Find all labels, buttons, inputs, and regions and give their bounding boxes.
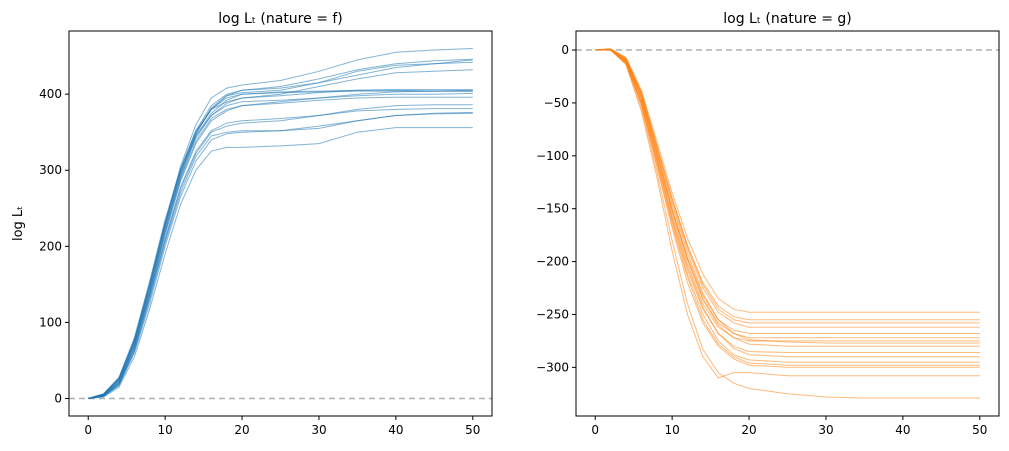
x-tick-label: 20 — [234, 423, 249, 437]
series-line-run-9 — [88, 69, 473, 399]
y-tick-label: 300 — [39, 163, 62, 177]
left-chart-panel: 0 10 20 30 40 50 0 100 200 300 400 log Lₜ (nature =… — [11, 11, 493, 437]
series-line-run-5 — [595, 49, 980, 379]
series-line-run-7 — [595, 49, 980, 358]
y-tick-label: −300 — [536, 360, 569, 374]
series-line-run-1 — [88, 59, 473, 399]
series-line-run-3 — [595, 49, 980, 363]
y-tick-label: −150 — [536, 202, 569, 216]
y-tick-label: 0 — [561, 43, 569, 57]
series-line-run-16 — [88, 58, 473, 399]
series-line-run-11 — [595, 48, 980, 334]
x-tick-label: 50 — [465, 423, 480, 437]
chart-title: log Lₜ (nature = g) — [723, 11, 852, 27]
series-line-run-5 — [88, 127, 473, 399]
series-line-run-8 — [88, 104, 473, 399]
series-line-run-4 — [88, 48, 473, 399]
x-tick-label: 40 — [895, 423, 910, 437]
y-tick-label: 200 — [39, 239, 62, 253]
x-tick-label: 30 — [818, 423, 833, 437]
series-line-run-2 — [595, 48, 980, 339]
x-tick-label: 20 — [741, 423, 756, 437]
y-tick-label: −50 — [544, 96, 569, 110]
x-tick-label: 0 — [84, 423, 92, 437]
axes-frame — [68, 30, 493, 417]
series-line-run-16 — [595, 49, 980, 366]
y-tick-label: 0 — [54, 392, 62, 406]
series-line-run-4 — [595, 48, 980, 313]
series-line-run-6 — [595, 48, 980, 344]
x-tick-label: 40 — [388, 423, 403, 437]
series-line-run-10 — [88, 96, 473, 399]
x-tick-label: 30 — [311, 423, 326, 437]
chart-title: log Lₜ (nature = f) — [218, 11, 343, 27]
axes-frame — [575, 30, 1000, 417]
series-line-run-13 — [88, 89, 473, 399]
y-tick-label: −100 — [536, 149, 569, 163]
right-chart-panel: 0 10 20 30 40 50 0 −50 −100 −150 −200 −250 −300 log L… — [536, 11, 1000, 437]
y-axis-label: log Lₜ — [11, 206, 26, 241]
series-line-run-11 — [88, 89, 473, 399]
series-line-run-15 — [595, 48, 980, 347]
series-line-run-14 — [88, 90, 473, 399]
series-line-run-8 — [595, 48, 980, 328]
x-tick-label: 10 — [157, 423, 172, 437]
series-line-run-13 — [595, 48, 980, 321]
series-line-run-15 — [88, 108, 473, 399]
series-line-run-14 — [595, 49, 980, 353]
series-line-run-7 — [88, 61, 473, 399]
series-line-run-2 — [88, 89, 473, 399]
y-tick-label: −200 — [536, 255, 569, 269]
series-line-run-9 — [595, 49, 980, 399]
x-tick-label: 0 — [591, 423, 599, 437]
y-tick-label: 400 — [39, 87, 62, 101]
series-line-run-6 — [88, 92, 473, 399]
series-line-run-3 — [88, 111, 473, 399]
series-line-run-10 — [595, 48, 980, 342]
y-tick-label: −250 — [536, 307, 569, 321]
x-tick-label: 50 — [972, 423, 987, 437]
series-line-run-12 — [88, 112, 473, 399]
x-tick-label: 10 — [664, 423, 679, 437]
y-tick-label: 100 — [39, 315, 62, 329]
series-line-run-1 — [595, 48, 980, 324]
